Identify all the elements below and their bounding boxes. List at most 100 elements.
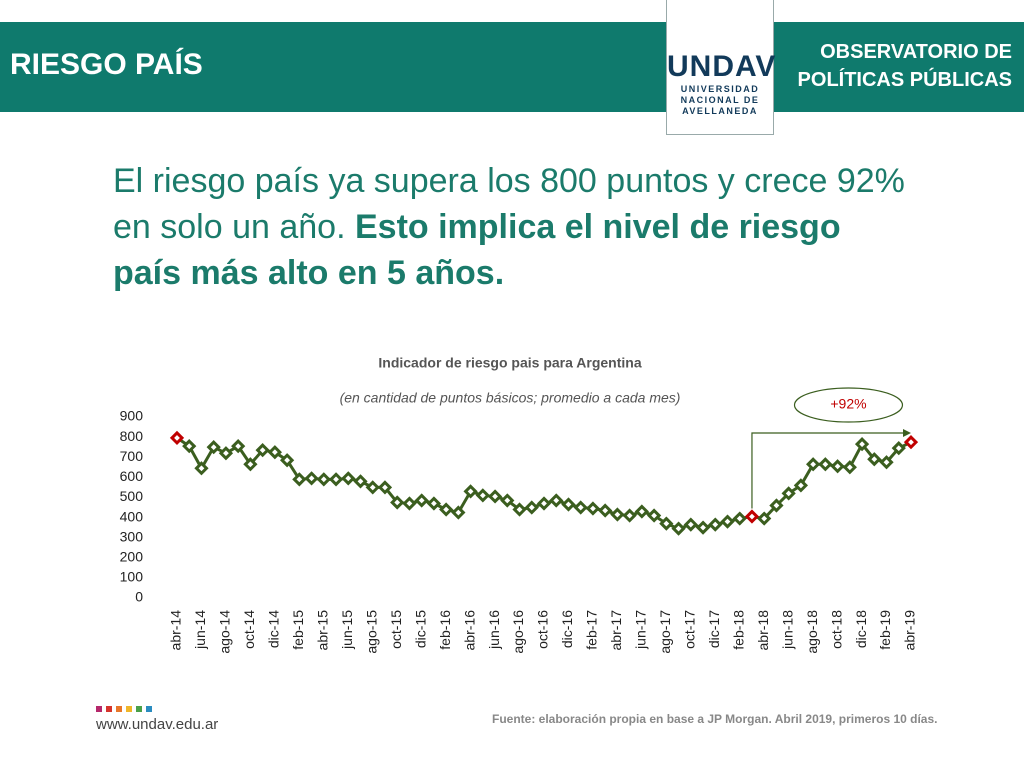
data-point xyxy=(793,478,809,493)
x-tick-label: jun-17 xyxy=(633,610,649,650)
data-point xyxy=(842,460,857,475)
x-tick-label: oct-18 xyxy=(828,610,844,649)
x-tick-label: feb-19 xyxy=(877,610,893,650)
data-point xyxy=(341,471,356,486)
x-tick-label: abr-18 xyxy=(755,610,771,651)
x-tick-label: oct-14 xyxy=(241,610,257,649)
data-point xyxy=(439,502,454,517)
data-point xyxy=(426,496,442,511)
x-tick-label: oct-15 xyxy=(388,610,404,649)
y-tick-label: 900 xyxy=(120,408,144,424)
x-tick-label: ago-14 xyxy=(217,610,233,654)
headline-text: El riesgo país ya supera los 800 puntos … xyxy=(113,162,905,246)
data-point xyxy=(622,508,637,523)
chart-subtitle: (en cantidad de puntos básicos; promedio… xyxy=(340,390,681,406)
data-point xyxy=(879,455,894,470)
org-name: OBSERVATORIO DE POLÍTICAS PÚBLICAS xyxy=(798,38,1012,94)
data-point xyxy=(267,445,282,460)
logo: UNDAV UNIVERSIDAD NACIONAL DE AVELLANEDA xyxy=(666,0,777,135)
data-point xyxy=(206,440,221,455)
data-point xyxy=(549,493,564,508)
data-point xyxy=(292,472,307,487)
data-point xyxy=(659,516,674,531)
data-point xyxy=(255,443,270,458)
data-point xyxy=(182,439,197,454)
x-tick-label: abr-14 xyxy=(168,610,184,651)
data-point xyxy=(732,511,747,526)
data-point xyxy=(610,507,625,522)
data-point xyxy=(390,495,405,510)
x-tick-label: abr-17 xyxy=(608,610,624,651)
data-point xyxy=(744,509,760,524)
org-line: OBSERVATORIO DE xyxy=(820,41,1012,63)
data-point xyxy=(671,521,686,536)
y-tick-label: 800 xyxy=(120,428,144,444)
y-tick-label: 400 xyxy=(120,508,144,524)
data-point xyxy=(818,457,833,472)
data-point xyxy=(903,435,919,450)
y-tick-label: 0 xyxy=(135,589,143,605)
data-point xyxy=(500,493,515,508)
color-square xyxy=(126,706,132,712)
x-tick-label: abr-19 xyxy=(902,610,918,651)
x-tick-label: jun-18 xyxy=(779,610,795,650)
x-tick-label: abr-16 xyxy=(461,610,477,651)
header-band xyxy=(0,22,1024,112)
logo-sub: UNIVERSIDAD xyxy=(680,84,760,94)
data-point xyxy=(328,472,344,487)
x-tick-label: oct-17 xyxy=(682,610,698,649)
annotation: +92% xyxy=(830,396,866,412)
footer-source: Fuente: elaboración propia en base a JP … xyxy=(492,712,938,726)
data-point xyxy=(757,511,772,526)
y-tick-label: 500 xyxy=(120,488,144,504)
logo-sub: NACIONAL DE xyxy=(680,95,760,105)
data-point xyxy=(304,471,319,486)
data-point xyxy=(524,500,539,515)
data-point xyxy=(194,461,209,476)
x-tick-label: ago-15 xyxy=(363,610,379,654)
color-square xyxy=(96,706,102,712)
data-point xyxy=(377,480,393,495)
chart-title: Indicador de riesgo pais para Argentina xyxy=(378,355,641,371)
data-point xyxy=(169,430,185,446)
x-tick-label: dic-16 xyxy=(559,610,575,648)
data-point xyxy=(830,459,845,474)
data-point xyxy=(487,489,503,504)
y-tick-label: 200 xyxy=(120,548,144,564)
x-tick-label: abr-15 xyxy=(315,610,331,651)
data-point xyxy=(585,501,601,516)
data-point xyxy=(279,453,295,468)
x-tick-label: ago-18 xyxy=(804,610,820,654)
x-tick-label: dic-15 xyxy=(412,610,428,648)
y-tick-label: 700 xyxy=(120,448,144,464)
annotation-box xyxy=(793,387,904,423)
color-square xyxy=(146,706,152,712)
data-point xyxy=(316,472,331,487)
headline-bold: Esto implica el nivel de riesgo país más… xyxy=(113,208,841,292)
data-point xyxy=(451,505,466,520)
color-square xyxy=(106,706,112,712)
data-point xyxy=(243,457,258,472)
color-square xyxy=(116,706,122,712)
x-tick-label: oct-16 xyxy=(535,610,551,649)
data-point xyxy=(218,446,234,461)
data-point xyxy=(463,484,478,499)
y-tick-label: 100 xyxy=(120,569,144,585)
color-square xyxy=(136,706,142,712)
data-point xyxy=(512,502,527,517)
x-tick-label: jun-15 xyxy=(339,610,355,650)
data-point xyxy=(769,498,784,513)
logo-text: UNDAV xyxy=(667,50,777,83)
x-tick-label: feb-15 xyxy=(290,610,306,650)
data-point xyxy=(402,496,417,511)
x-tick-label: feb-18 xyxy=(730,610,746,650)
x-tick-label: ago-16 xyxy=(510,610,526,654)
data-point xyxy=(867,452,882,467)
x-tick-label: dic-17 xyxy=(706,610,722,648)
data-point xyxy=(561,497,576,512)
data-point xyxy=(231,439,246,454)
x-tick-label: dic-14 xyxy=(266,610,282,648)
x-tick-label: feb-17 xyxy=(584,610,600,650)
data-point xyxy=(634,504,649,519)
